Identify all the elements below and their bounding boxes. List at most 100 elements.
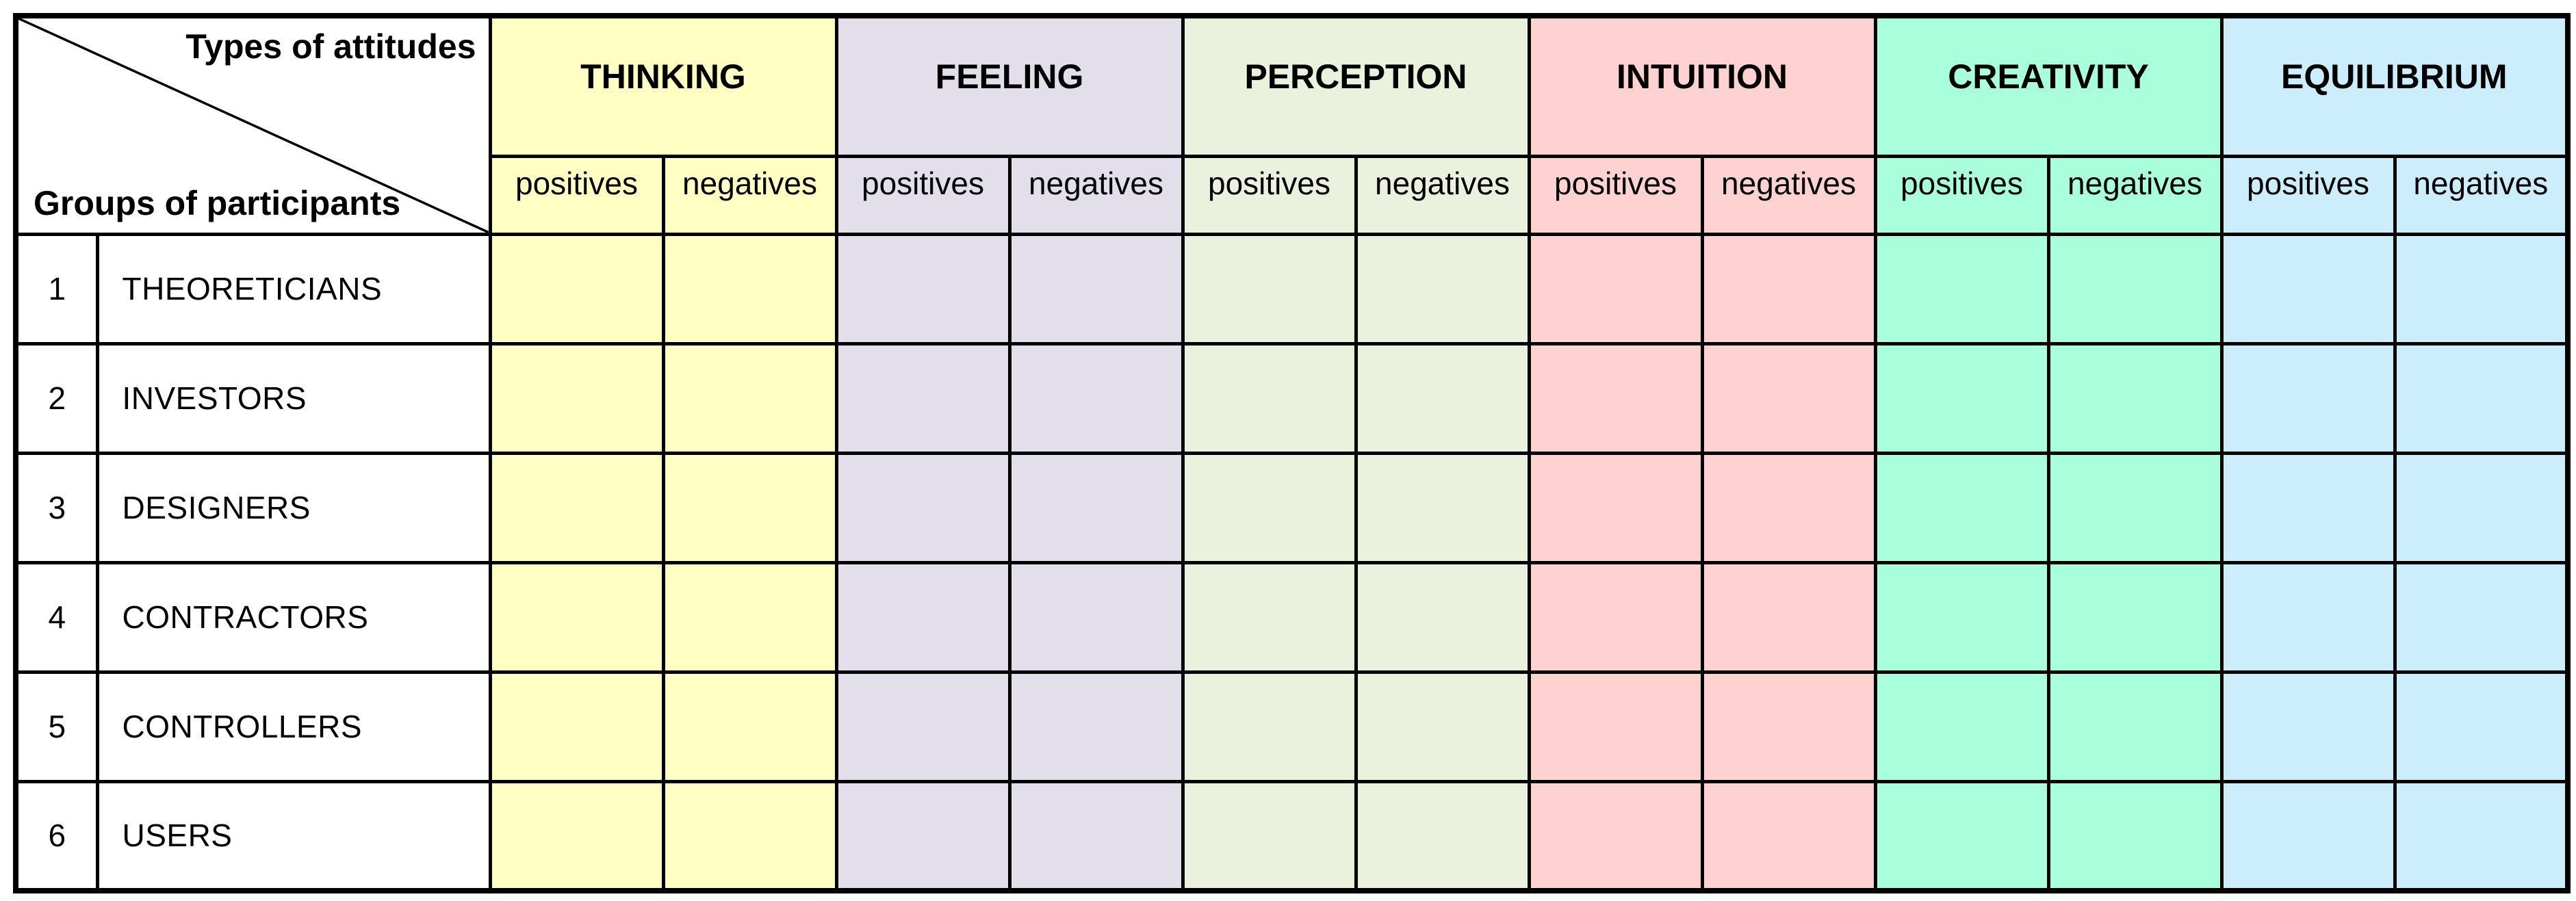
table-row-theoreticians: 1 THEORETICIANS: [14, 232, 2570, 345]
table-row-controllers: 5 CONTROLLERS: [14, 670, 2570, 783]
matrix-cell: [488, 779, 665, 893]
table-row-investors: 2 INVESTORS: [14, 341, 2570, 455]
matrix-cell: [1873, 341, 2050, 455]
matrix-cell: [2219, 451, 2397, 564]
group-header-perception: PERCEPTION: [1181, 14, 1531, 158]
subheader-thinking-positives: positives: [488, 154, 665, 236]
row-label: INVESTORS: [95, 341, 492, 455]
matrix-cell: [1181, 670, 1358, 783]
matrix-cell: [661, 779, 838, 893]
row-number: 2: [14, 341, 99, 455]
table-row-designers: 3 DESIGNERS: [14, 451, 2570, 564]
group-header-thinking: THINKING: [488, 14, 838, 158]
matrix-cell: [1873, 451, 2050, 564]
matrix-cell: [1527, 560, 1704, 674]
matrix-cell: [2046, 451, 2224, 564]
matrix-cell: [1354, 451, 1531, 564]
matrix-cell: [2219, 560, 2397, 674]
matrix-cell: [834, 451, 1012, 564]
matrix-cell: [1354, 670, 1531, 783]
matrix-cell: [1007, 232, 1185, 345]
row-label: THEORETICIANS: [95, 232, 492, 345]
matrix-cell: [2046, 670, 2224, 783]
matrix-cell: [2393, 341, 2570, 455]
matrix-cell: [834, 232, 1012, 345]
subheader-feeling-negatives: negatives: [1007, 154, 1185, 236]
header-sub-row: positives negatives positives negatives …: [16, 154, 2570, 236]
matrix-cell: [2393, 779, 2570, 893]
row-number: 6: [14, 779, 99, 893]
matrix-cell: [1873, 560, 2050, 674]
table-row-contractors: 4 CONTRACTORS: [14, 560, 2570, 674]
matrix-cell: [1181, 779, 1358, 893]
matrix-cell: [488, 670, 665, 783]
matrix-cell: [834, 560, 1012, 674]
matrix-cell: [1007, 451, 1185, 564]
row-number: 1: [14, 232, 99, 345]
matrix-cell: [488, 232, 665, 345]
group-header-feeling: FEELING: [834, 14, 1185, 158]
matrix-cell: [1181, 232, 1358, 345]
subheader-perception-negatives: negatives: [1354, 154, 1531, 236]
matrix-cell: [2393, 232, 2570, 345]
matrix-cell: [661, 670, 838, 783]
matrix-cell: [1700, 779, 1877, 893]
attitudes-participants-table: Types of attitudes Groups of participant…: [13, 13, 2571, 893]
matrix-cell: [1354, 341, 1531, 455]
matrix-cell: [834, 670, 1012, 783]
matrix-cell: [1007, 560, 1185, 674]
matrix-cell: [1700, 670, 1877, 783]
table-row-users: 6 USERS: [14, 779, 2570, 893]
matrix-cell: [2046, 341, 2224, 455]
matrix-cell: [2046, 779, 2224, 893]
matrix-cell: [1527, 232, 1704, 345]
corner-cell: Types of attitudes Groups of participant…: [14, 14, 492, 236]
matrix-cell: [1527, 670, 1704, 783]
corner-label-groups-of-participants: Groups of participants: [34, 183, 401, 222]
matrix-cell: [1700, 451, 1877, 564]
row-label: DESIGNERS: [95, 451, 492, 564]
matrix-cell: [834, 341, 1012, 455]
matrix-cell: [2393, 560, 2570, 674]
subheader-perception-positives: positives: [1181, 154, 1358, 236]
matrix-cell: [1181, 560, 1358, 674]
header-group-row: Types of attitudes Groups of participant…: [14, 14, 2570, 236]
matrix-cell: [1873, 232, 2050, 345]
matrix-cell: [1700, 232, 1877, 345]
subheader-creativity-negatives: negatives: [2046, 154, 2224, 236]
matrix-cell: [1527, 451, 1704, 564]
matrix-cell: [1873, 779, 2050, 893]
matrix-cell: [1007, 779, 1185, 893]
matrix-cell: [1700, 341, 1877, 455]
row-number: 3: [14, 451, 99, 564]
group-header-creativity: CREATIVITY: [1873, 14, 2224, 158]
matrix-cell: [2219, 232, 2397, 345]
matrix-cell: [1354, 232, 1531, 345]
subheader-creativity-positives: positives: [1873, 154, 2050, 236]
matrix-cell: [488, 451, 665, 564]
matrix-cell: [661, 341, 838, 455]
row-label: USERS: [95, 779, 492, 893]
subheader-intuition-negatives: negatives: [1700, 154, 1877, 236]
matrix-cell: [661, 232, 838, 345]
subheader-feeling-positives: positives: [834, 154, 1012, 236]
subheader-equilibrium-negatives: negatives: [2393, 154, 2570, 236]
matrix-cell: [1527, 779, 1704, 893]
matrix-cell: [661, 451, 838, 564]
group-header-equilibrium: EQUILIBRIUM: [2219, 14, 2570, 158]
matrix-cell: [2046, 560, 2224, 674]
matrix-cell: [1873, 670, 2050, 783]
row-number: 4: [14, 560, 99, 674]
matrix-cell: [1700, 560, 1877, 674]
matrix-cell: [834, 779, 1012, 893]
matrix-cell: [2219, 670, 2397, 783]
matrix-cell: [488, 341, 665, 455]
matrix-cell: [488, 560, 665, 674]
row-label: CONTRACTORS: [95, 560, 492, 674]
group-header-intuition: INTUITION: [1527, 14, 1877, 158]
matrix-cell: [1527, 341, 1704, 455]
matrix-cell: [661, 560, 838, 674]
subheader-intuition-positives: positives: [1527, 154, 1704, 236]
row-number: 5: [14, 670, 99, 783]
